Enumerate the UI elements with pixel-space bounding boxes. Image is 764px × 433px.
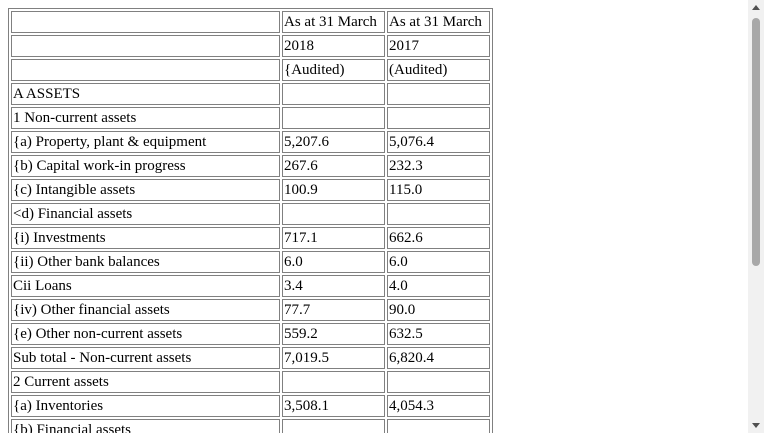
value-2018: 7,019.5 [282, 347, 385, 369]
table-row: Cii Loans 3.4 4.0 [11, 275, 490, 297]
value-2017: 90.0 [387, 299, 490, 321]
row-label: <d) Financial assets [11, 203, 280, 225]
value-2017: 4.0 [387, 275, 490, 297]
value-2017: 6.0 [387, 251, 490, 273]
header-cell-blank [11, 35, 280, 57]
table-row: {b) Financial assets [11, 419, 490, 433]
value-2017 [387, 419, 490, 433]
row-label: A ASSETS [11, 83, 280, 105]
header-cell-2017-year: 2017 [387, 35, 490, 57]
value-2017: 632.5 [387, 323, 490, 345]
table-row: {iv) Other financial assets 77.7 90.0 [11, 299, 490, 321]
row-label: {b) Capital work-in progress [11, 155, 280, 177]
value-2018: 6.0 [282, 251, 385, 273]
row-label: Cii Loans [11, 275, 280, 297]
document-viewport: As at 31 March As at 31 March 2018 2017 … [8, 8, 493, 433]
value-2017: 115.0 [387, 179, 490, 201]
value-2018: 559.2 [282, 323, 385, 345]
value-2018: 5,207.6 [282, 131, 385, 153]
value-2018 [282, 371, 385, 393]
header-cell-blank [11, 11, 280, 33]
scroll-up-arrow-icon[interactable] [748, 0, 764, 16]
row-label: Sub total - Non-current assets [11, 347, 280, 369]
table-row: {c) Intangible assets 100.9 115.0 [11, 179, 490, 201]
table-row: 1 Non-current assets [11, 107, 490, 129]
row-label: {i) Investments [11, 227, 280, 249]
value-2018: 3.4 [282, 275, 385, 297]
value-2017 [387, 83, 490, 105]
value-2018: 717.1 [282, 227, 385, 249]
row-label: 1 Non-current assets [11, 107, 280, 129]
value-2017: 6,820.4 [387, 347, 490, 369]
value-2018: 100.9 [282, 179, 385, 201]
vertical-scrollbar[interactable] [748, 0, 764, 433]
row-label: {a) Inventories [11, 395, 280, 417]
header-cell-2017-title: As at 31 March [387, 11, 490, 33]
header-cell-blank [11, 59, 280, 81]
header-row: As at 31 March As at 31 March [11, 11, 490, 33]
table-row: A ASSETS [11, 83, 490, 105]
header-row: {Audited) (Audited) [11, 59, 490, 81]
value-2018 [282, 83, 385, 105]
row-label: 2 Current assets [11, 371, 280, 393]
table-row: Sub total - Non-current assets 7,019.5 6,8… [11, 347, 490, 369]
value-2018: 267.6 [282, 155, 385, 177]
value-2017: 4,054.3 [387, 395, 490, 417]
value-2018: 3,508.1 [282, 395, 385, 417]
table-row: {ii) Other bank balances 6.0 6.0 [11, 251, 490, 273]
value-2017: 662.6 [387, 227, 490, 249]
table-row: {b) Capital work-in progress 267.6 232.3 [11, 155, 490, 177]
table-row: <d) Financial assets [11, 203, 490, 225]
row-label: {a) Property, plant & equipment [11, 131, 280, 153]
row-label: {e) Other non-current assets [11, 323, 280, 345]
value-2017 [387, 107, 490, 129]
row-label: {b) Financial assets [11, 419, 280, 433]
header-cell-2017-audited: (Audited) [387, 59, 490, 81]
value-2017 [387, 203, 490, 225]
value-2017: 232.3 [387, 155, 490, 177]
scroll-down-arrow-icon[interactable] [748, 417, 764, 433]
header-cell-2018-year: 2018 [282, 35, 385, 57]
table-row: {e) Other non-current assets 559.2 632.5 [11, 323, 490, 345]
value-2018 [282, 107, 385, 129]
scrollbar-thumb[interactable] [752, 18, 760, 266]
value-2018 [282, 203, 385, 225]
table-row: 2 Current assets [11, 371, 490, 393]
value-2017: 5,076.4 [387, 131, 490, 153]
header-cell-2018-audited: {Audited) [282, 59, 385, 81]
table-row: {a) Inventories 3,508.1 4,054.3 [11, 395, 490, 417]
value-2018 [282, 419, 385, 433]
table-row: {i) Investments 717.1 662.6 [11, 227, 490, 249]
row-label: {c) Intangible assets [11, 179, 280, 201]
balance-sheet-table: As at 31 March As at 31 March 2018 2017 … [8, 8, 493, 433]
header-row: 2018 2017 [11, 35, 490, 57]
value-2017 [387, 371, 490, 393]
header-cell-2018-title: As at 31 March [282, 11, 385, 33]
value-2018: 77.7 [282, 299, 385, 321]
row-label: {ii) Other bank balances [11, 251, 280, 273]
row-label: {iv) Other financial assets [11, 299, 280, 321]
table-row: {a) Property, plant & equipment 5,207.6 5,… [11, 131, 490, 153]
